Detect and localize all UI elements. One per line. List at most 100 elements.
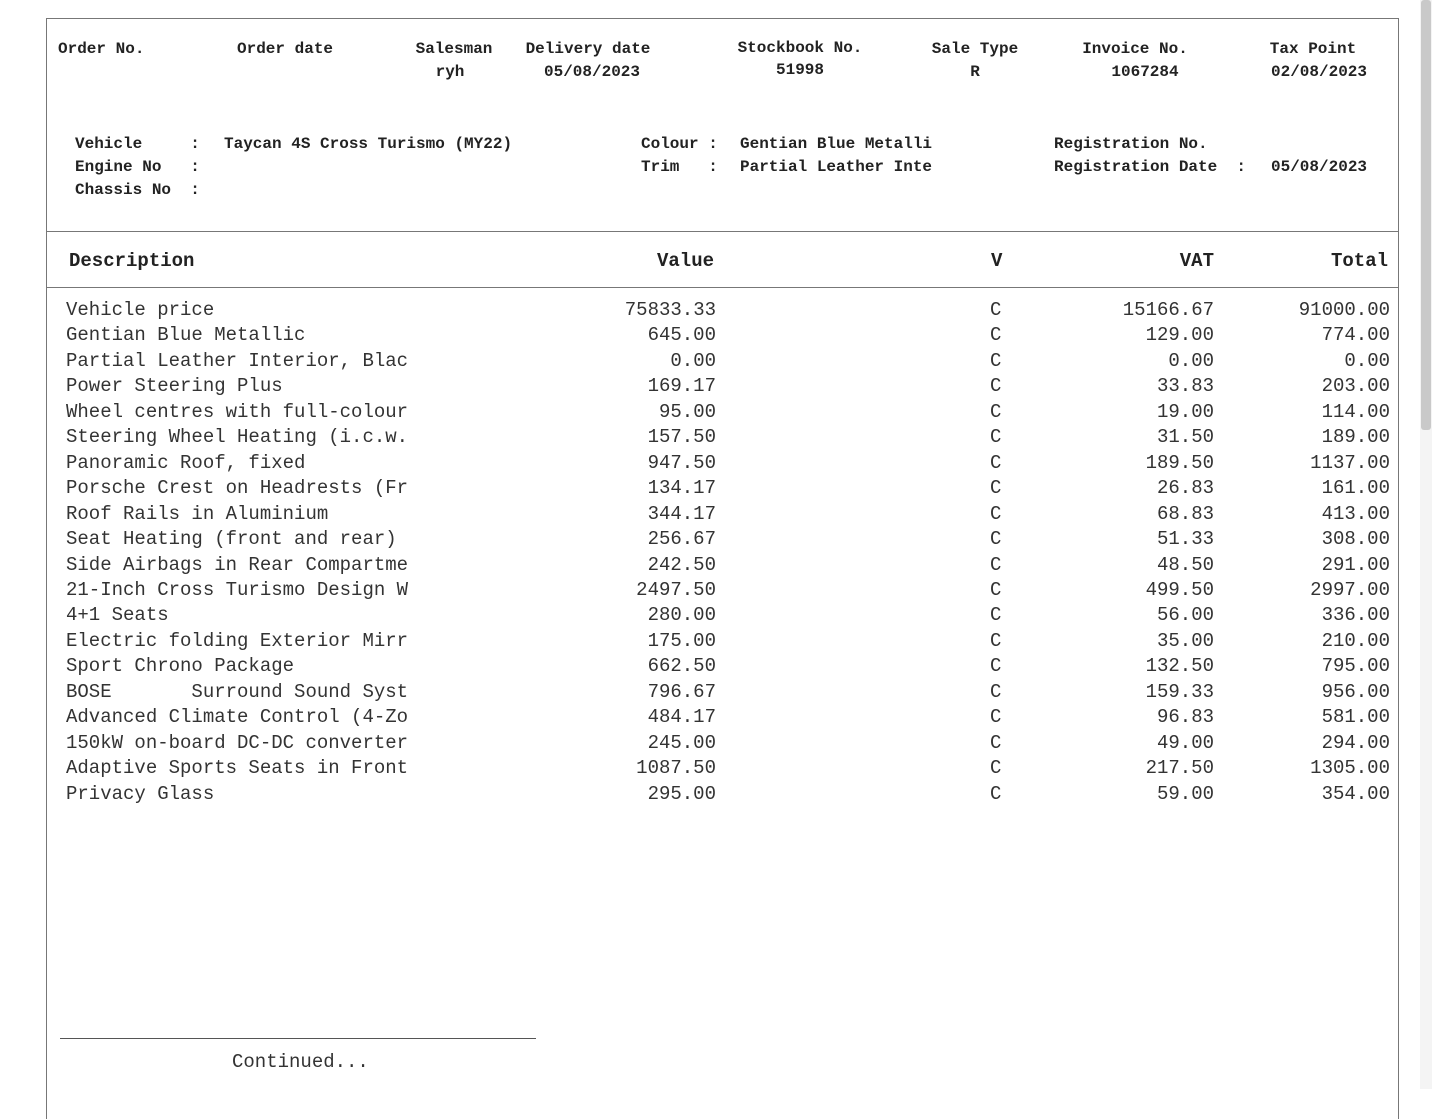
item-value: 2497.50 xyxy=(636,578,716,601)
item-vat: 0.00 xyxy=(1168,349,1214,372)
item-vat: 56.00 xyxy=(1156,604,1214,627)
item-vat-code: C xyxy=(990,680,1002,703)
item-total: 581.00 xyxy=(1321,706,1390,729)
item-total: 161.00 xyxy=(1321,477,1390,500)
item-vat-code: C xyxy=(990,528,1002,551)
item-value: 280.00 xyxy=(647,604,716,627)
item-value: 0.00 xyxy=(670,349,716,372)
item-vat: 159.33 xyxy=(1145,680,1214,703)
item-vat-code: C xyxy=(990,553,1002,576)
item-value: 157.50 xyxy=(647,426,716,449)
item-description: BOSE Surround Sound Syst xyxy=(66,680,409,703)
item-total: 308.00 xyxy=(1321,528,1390,551)
column-description: Description xyxy=(69,250,195,272)
column-v: V xyxy=(991,250,1003,272)
item-vat: 31.50 xyxy=(1156,426,1214,449)
item-vat-code: C xyxy=(990,375,1002,398)
item-vat-code: C xyxy=(990,604,1002,627)
item-description: Wheel centres with full-colour xyxy=(66,400,409,423)
item-vat: 51.33 xyxy=(1156,528,1214,551)
item-vat: 48.50 xyxy=(1156,553,1214,576)
table-row: Partial Leather Interior, Blac 0.00 C 0.00 0… xyxy=(0,349,1440,374)
item-total: 956.00 xyxy=(1321,680,1390,703)
item-description: Porsche Crest on Headrests (Fr xyxy=(66,477,409,500)
item-total: 774.00 xyxy=(1321,324,1390,347)
item-vat-code: C xyxy=(990,299,1002,321)
item-description: Steering Wheel Heating (i.c.w. xyxy=(66,426,409,449)
salesman-value: ryh xyxy=(435,63,465,81)
item-description: Gentian Blue Metallic xyxy=(66,324,306,347)
item-total: 294.00 xyxy=(1321,731,1390,754)
delivery-date-label: Delivery date xyxy=(525,40,651,58)
item-value: 645.00 xyxy=(647,324,716,347)
trim-value: Partial Leather Inte xyxy=(740,158,933,176)
item-total: 1137.00 xyxy=(1310,451,1390,474)
table-row: Steering Wheel Heating (i.c.w. 157.50 C 31.… xyxy=(0,425,1440,450)
item-value: 245.00 xyxy=(647,731,716,754)
registration-date-label: Registration Date : xyxy=(1054,158,1247,176)
table-row: Wheel centres with full-colour 95.00 C 19.0… xyxy=(0,400,1440,425)
order-date-label: Order date xyxy=(237,40,334,58)
item-value: 256.67 xyxy=(647,528,716,551)
item-vat: 68.83 xyxy=(1156,502,1214,525)
engine-no-label: Engine No : xyxy=(75,158,200,176)
item-total: 354.00 xyxy=(1321,782,1390,805)
item-description: Roof Rails in Aluminium xyxy=(66,502,329,525)
table-row: Power Steering Plus 169.17 C 33.83 203.00 xyxy=(0,374,1440,399)
item-total: 413.00 xyxy=(1321,502,1390,525)
item-total: 1305.00 xyxy=(1310,757,1390,780)
item-value: 95.00 xyxy=(658,400,716,423)
item-total: 0.00 xyxy=(1344,349,1390,372)
invoice-frame xyxy=(46,18,1399,1119)
item-vat-code: C xyxy=(990,502,1002,525)
registration-no-label: Registration No. xyxy=(1054,135,1208,153)
table-row: Roof Rails in Aluminium 344.17 C 68.83 413.0… xyxy=(0,502,1440,527)
colour-value: Gentian Blue Metalli xyxy=(740,135,933,153)
trim-label: Trim : xyxy=(641,158,718,176)
item-description: Advanced Climate Control (4-Zo xyxy=(66,706,409,729)
item-vat-code: C xyxy=(990,400,1002,423)
item-vat: 217.50 xyxy=(1145,757,1214,780)
table-row: 4+1 Seats 280.00 C 56.00 336.00 xyxy=(0,603,1440,628)
item-description: Seat Heating (front and rear) xyxy=(66,528,397,551)
continued-text: Continued... xyxy=(232,1051,369,1073)
item-vat: 499.50 xyxy=(1145,578,1214,601)
item-vat: 26.83 xyxy=(1156,477,1214,500)
table-row: 21-Inch Cross Turismo Design W 2497.50 C 49… xyxy=(0,578,1440,603)
table-row: Vehicle price 75833.33 C 15166.67 91000.00 xyxy=(0,298,1440,323)
item-description: Side Airbags in Rear Compartme xyxy=(66,553,409,576)
item-vat: 33.83 xyxy=(1156,375,1214,398)
item-total: 291.00 xyxy=(1321,553,1390,576)
item-value: 295.00 xyxy=(647,782,716,805)
table-row: Adaptive Sports Seats in Front 1087.50 C 21… xyxy=(0,756,1440,781)
table-row: BOSE Surround Sound Syst 796.67 C 159.33 956… xyxy=(0,680,1440,705)
vehicle-label: Vehicle : xyxy=(75,135,200,153)
invoice-no-value: 1067284 xyxy=(1111,63,1179,81)
item-total: 189.00 xyxy=(1321,426,1390,449)
table-row: Porsche Crest on Headrests (Fr 134.17 C 26.… xyxy=(0,476,1440,501)
item-value: 662.50 xyxy=(647,655,716,678)
colour-label: Colour : xyxy=(641,135,718,153)
stockbook-no-label: Stockbook No. xyxy=(737,39,863,57)
item-description: Power Steering Plus xyxy=(66,375,283,398)
table-row: Seat Heating (front and rear) 256.67 C 51.3… xyxy=(0,527,1440,552)
item-value: 1087.50 xyxy=(636,757,716,780)
item-vat-code: C xyxy=(990,451,1002,474)
tax-point-value: 02/08/2023 xyxy=(1270,63,1367,81)
scrollbar-thumb[interactable] xyxy=(1421,0,1431,430)
item-vat: 96.83 xyxy=(1156,706,1214,729)
item-description: Electric folding Exterior Mirr xyxy=(66,629,409,652)
item-vat-code: C xyxy=(990,731,1002,754)
item-total: 210.00 xyxy=(1321,629,1390,652)
item-description: Privacy Glass xyxy=(66,782,215,805)
signature-line xyxy=(60,1038,536,1039)
item-total: 336.00 xyxy=(1321,604,1390,627)
item-description: Adaptive Sports Seats in Front xyxy=(66,757,409,780)
item-total: 795.00 xyxy=(1321,655,1390,678)
stockbook-no-value: 51998 xyxy=(775,61,824,79)
item-value: 169.17 xyxy=(647,375,716,398)
table-row: 150kW on-board DC-DC converter 245.00 C 49.… xyxy=(0,731,1440,756)
registration-date-value: 05/08/2023 xyxy=(1271,158,1368,176)
item-vat-code: C xyxy=(990,655,1002,678)
item-vat: 189.50 xyxy=(1145,451,1214,474)
